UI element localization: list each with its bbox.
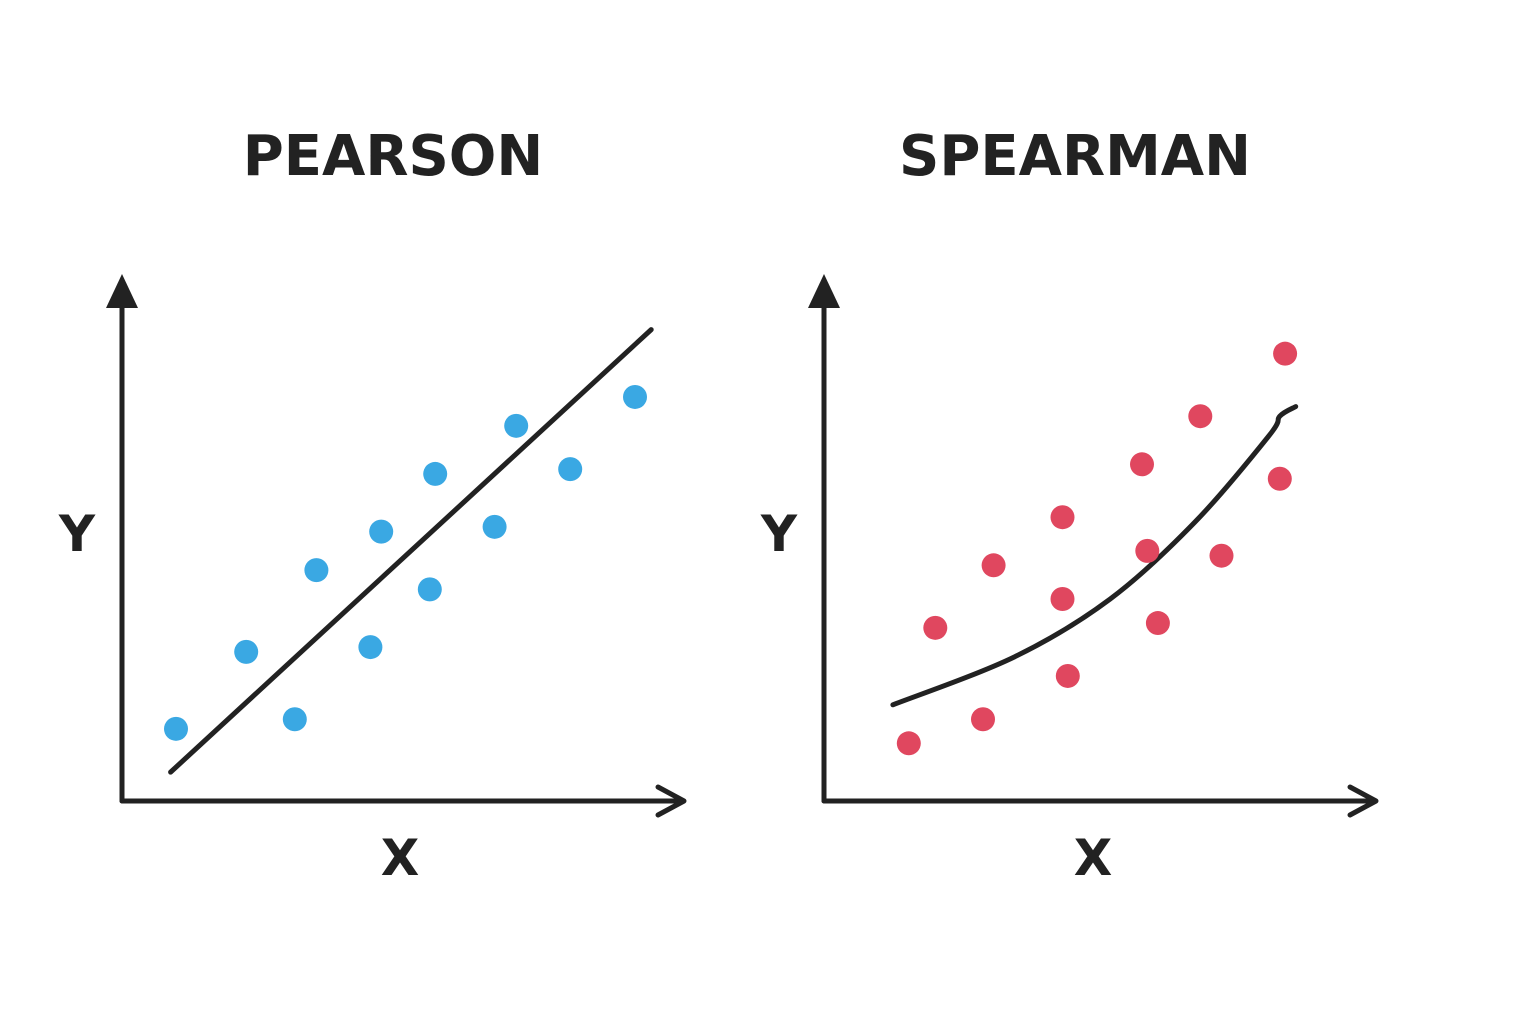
- pearson-data-point: [304, 558, 329, 583]
- spearman-data-point: [1267, 466, 1292, 491]
- pearson-data-point: [164, 716, 188, 741]
- spearman-data-point: [1055, 663, 1080, 688]
- spearman-data-point: [1209, 543, 1234, 568]
- spearman-chart: SPEARMAN Y X: [760, 124, 1379, 887]
- pearson-data-point: [623, 384, 647, 409]
- spearman-y-axis-arrow-icon: [808, 274, 840, 308]
- pearson-data-point: [417, 577, 442, 602]
- pearson-data-point: [558, 457, 583, 482]
- spearman-data-point: [1050, 586, 1075, 611]
- pearson-data-point: [423, 461, 448, 486]
- spearman-data-point: [896, 731, 921, 756]
- spearman-x-label: X: [1074, 829, 1113, 887]
- pearson-data-point: [358, 635, 383, 660]
- spearman-data-point: [1050, 505, 1075, 530]
- pearson-data-point: [504, 413, 529, 438]
- pearson-title: PEARSON: [243, 124, 544, 189]
- pearson-chart: PEARSON Y X: [58, 124, 687, 887]
- spearman-data-point: [923, 615, 948, 640]
- spearman-y-label: Y: [760, 505, 798, 563]
- spearman-data-point: [971, 707, 995, 732]
- pearson-points: [164, 384, 647, 741]
- pearson-trend-line: [168, 327, 654, 775]
- spearman-data-point: [1130, 452, 1154, 477]
- pearson-data-point: [482, 514, 507, 539]
- spearman-data-point: [1273, 341, 1298, 366]
- spearman-data-point: [1145, 611, 1170, 636]
- pearson-data-point: [234, 639, 259, 664]
- spearman-title: SPEARMAN: [899, 124, 1251, 189]
- pearson-x-label: X: [381, 829, 420, 887]
- pearson-y-axis-arrow-icon: [106, 274, 138, 308]
- spearman-points: [896, 341, 1298, 756]
- spearman-data-point: [981, 553, 1006, 578]
- pearson-data-point: [282, 707, 307, 732]
- spearman-trend-curve: [890, 404, 1299, 708]
- spearman-x-axis-arrow-icon: [1347, 784, 1379, 818]
- pearson-x-axis-arrow-icon: [655, 784, 687, 818]
- spearman-data-point: [1135, 538, 1160, 563]
- spearman-data-point: [1188, 404, 1213, 429]
- pearson-data-point: [369, 519, 394, 544]
- pearson-y-label: Y: [58, 505, 96, 563]
